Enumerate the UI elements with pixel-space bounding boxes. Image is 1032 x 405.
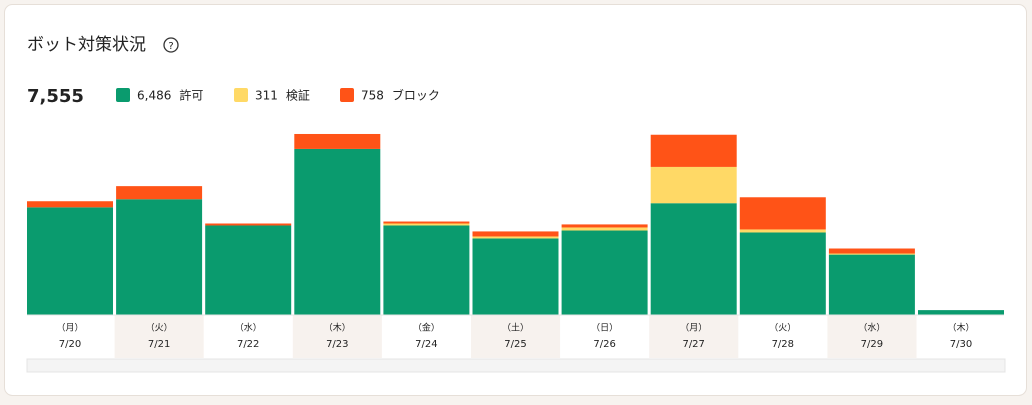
bar-segment xyxy=(918,310,1004,315)
x-tick-label: 7/29 xyxy=(861,339,883,350)
legend-label: 許可 xyxy=(179,89,203,103)
help-icon[interactable]: ? xyxy=(163,37,179,53)
label-band xyxy=(649,315,739,358)
bar-segment xyxy=(472,231,559,237)
total: 7,555 xyxy=(27,86,84,107)
legend-value: 6,486 xyxy=(137,89,171,103)
legend-swatch xyxy=(234,88,248,102)
bar-segment xyxy=(116,199,203,315)
x-tick-weekday: （木） xyxy=(947,322,974,334)
label-band xyxy=(827,315,917,358)
bar-segment xyxy=(650,134,737,167)
bar-segment xyxy=(294,133,381,149)
bar-segment xyxy=(205,225,292,315)
x-tick-weekday: （水） xyxy=(235,322,262,334)
x-tick-label: 7/26 xyxy=(593,339,615,350)
x-tick-label: 7/27 xyxy=(682,339,704,350)
svg-text:?: ? xyxy=(168,41,173,52)
bar-segment xyxy=(27,201,113,208)
legend-value: 311 xyxy=(255,89,278,103)
bar-segment xyxy=(739,197,826,230)
x-tick-weekday: （日） xyxy=(591,323,618,334)
x-tick-label: 7/22 xyxy=(237,339,259,350)
legend-swatch xyxy=(116,88,130,102)
x-tick-label: 7/21 xyxy=(148,339,170,350)
x-tick-label: 7/23 xyxy=(326,339,348,350)
x-tick-weekday: （月） xyxy=(680,323,707,334)
bar-segment xyxy=(561,227,648,231)
x-tick-label: 7/28 xyxy=(772,339,794,350)
bar-segment xyxy=(116,186,203,200)
bar-segment xyxy=(739,232,826,315)
x-tick-weekday: （水） xyxy=(858,322,885,334)
legend-label: ブロック xyxy=(392,88,440,103)
legend-label: 検証 xyxy=(286,89,310,103)
bar-segment xyxy=(472,238,559,315)
bar-segment xyxy=(561,230,648,315)
bar-segment xyxy=(561,224,648,228)
x-tick-weekday: （火） xyxy=(146,323,173,334)
x-tick-weekday: （金） xyxy=(413,322,440,334)
x-tick-label: 7/30 xyxy=(950,339,972,350)
scrollbar[interactable] xyxy=(26,358,1006,373)
x-tick-weekday: （火） xyxy=(769,323,796,334)
legend-value: 758 xyxy=(361,89,384,103)
bar-segment xyxy=(828,253,915,255)
legend-swatch xyxy=(340,88,354,102)
bar-segment xyxy=(650,203,737,315)
x-tick-label: 7/24 xyxy=(415,339,437,350)
bar-segment xyxy=(383,221,470,224)
bar-segment xyxy=(828,248,915,254)
bar-segment xyxy=(383,223,470,226)
chart-title: ボット対策状況 xyxy=(27,35,146,55)
label-band xyxy=(292,315,382,358)
x-tick-label: 7/20 xyxy=(59,339,81,350)
label-band xyxy=(114,315,204,358)
bar-segment xyxy=(650,166,737,204)
bar-segment xyxy=(294,148,381,315)
x-tick-weekday: （木） xyxy=(324,322,351,334)
bar-segment xyxy=(205,223,292,226)
x-tick-label: 7/25 xyxy=(504,339,526,350)
x-tick-weekday: （月） xyxy=(56,323,83,334)
bar-segment xyxy=(27,207,113,315)
x-tick-weekday: （土） xyxy=(502,322,529,334)
bar-segment xyxy=(739,229,826,233)
bar-segment xyxy=(472,236,559,239)
bar-segment xyxy=(828,254,915,315)
label-band xyxy=(471,315,561,358)
bar-segment xyxy=(383,225,470,315)
